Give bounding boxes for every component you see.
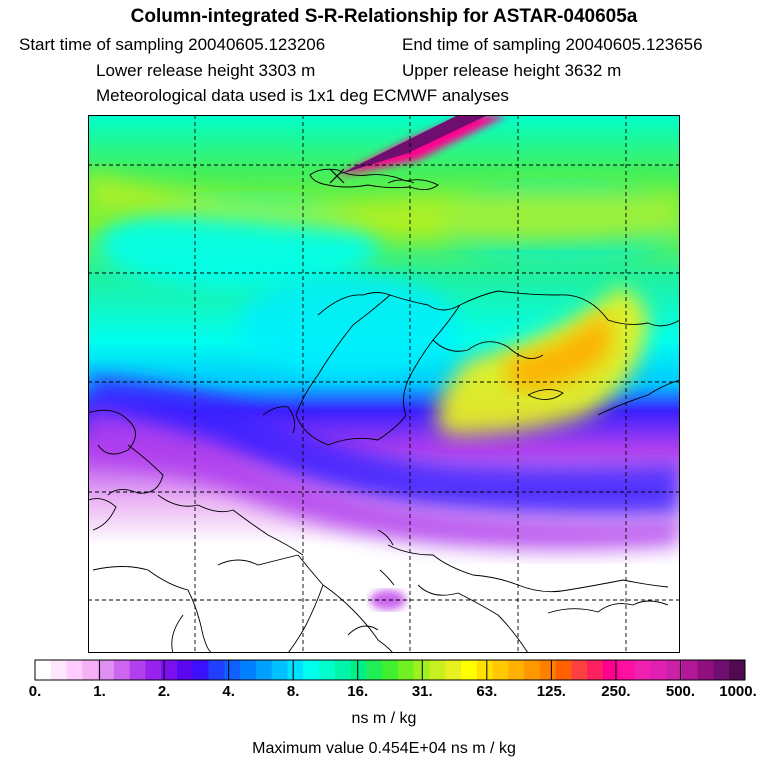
colorbar-swatch [350, 660, 367, 680]
lower-height-label: Lower release height 3303 m [96, 61, 316, 80]
colorbar-swatch [35, 660, 52, 680]
colorbar-swatch [129, 660, 146, 680]
release-point-marker [329, 168, 345, 184]
colorbar-swatch [334, 660, 352, 680]
colorbar-swatch [208, 660, 225, 680]
colorbar-swatch [66, 660, 83, 680]
maximum-value-label: Maximum value 0.454E+04 ns m / kg [252, 740, 516, 757]
colorbar-swatch [113, 660, 131, 680]
colorbar-swatch [303, 660, 320, 680]
colorbar-tick-label: 16. [347, 683, 369, 700]
colorbar-tick-label: 8. [286, 683, 300, 700]
sensitivity-field [88, 115, 680, 653]
colorbar-swatch [681, 660, 699, 680]
colorbar-swatch [177, 660, 194, 680]
colorbar-tick-label: 250. [601, 683, 631, 700]
colorbar-swatch [555, 660, 572, 680]
lat-lon-grid [88, 115, 680, 653]
colorbar-tick-label: 63. [476, 683, 498, 700]
colorbar-tick-label: 2. [157, 683, 171, 700]
colorbar-swatch [319, 660, 336, 680]
colorbar-swatch [255, 660, 273, 680]
colorbar-swatch [634, 660, 651, 680]
colorbar-swatch [161, 660, 178, 680]
coastlines [88, 168, 680, 653]
colorbar [34, 659, 746, 681]
colorbar-swatch [287, 660, 304, 680]
map-frame [88, 115, 680, 653]
colorbar-swatch [145, 660, 162, 680]
colorbar-units-label: ns m / kg [351, 710, 417, 727]
upper-height-label: Upper release height 3632 m [402, 61, 622, 80]
colorbar-tick-label: 1000. [719, 683, 757, 700]
colorbar-tick-label: 1. [93, 683, 106, 700]
plot-title: Column-integrated S-R-Relationship for A… [130, 6, 638, 27]
colorbar-swatch [697, 660, 714, 680]
colorbar-swatch [587, 660, 604, 680]
colorbar-swatch [666, 660, 683, 680]
colorbar-swatch [461, 660, 478, 680]
end-time-label: End time of sampling 20040605.123656 [402, 35, 703, 54]
colorbar-swatch [650, 660, 667, 680]
colorbar-frame [34, 659, 746, 681]
colorbar-swatch [366, 660, 383, 680]
start-time-label: Start time of sampling 20040605.123206 [19, 35, 326, 54]
colorbar-swatch [508, 660, 525, 680]
colorbar-swatch [271, 660, 288, 680]
colorbar-swatch [729, 660, 746, 680]
colorbar-swatch [429, 660, 446, 680]
colorbar-swatch [445, 660, 462, 680]
colorbar-tick-label: 500. [665, 683, 696, 700]
colorbar-swatch [492, 660, 509, 680]
colorbar-swatch [98, 660, 115, 680]
colorbar-tick-label: 0. [28, 683, 42, 700]
colorbar-swatch [224, 660, 241, 680]
colorbar-swatch [524, 660, 541, 680]
colorbar-swatch [50, 660, 68, 680]
colorbar-swatch [539, 660, 557, 680]
met-data-label: Meteorological data used is 1x1 deg ECMW… [96, 86, 509, 105]
colorbar-tick-label: 125. [536, 683, 566, 700]
colorbar-swatch [82, 660, 99, 680]
colorbar-tick-label: 31. [411, 683, 433, 700]
colorbar-swatch [618, 660, 636, 680]
colorbar-swatch [192, 660, 210, 680]
colorbar-tick-label: 4. [222, 683, 235, 700]
colorbar-swatch [240, 660, 257, 680]
colorbar-swatch [382, 660, 399, 680]
colorbar-swatch [571, 660, 588, 680]
colorbar-swatch [476, 660, 494, 680]
sensitivity-map [88, 115, 680, 653]
colorbar-swatch [397, 660, 415, 680]
colorbar-swatch [603, 660, 620, 680]
colorbar-swatch [713, 660, 730, 680]
